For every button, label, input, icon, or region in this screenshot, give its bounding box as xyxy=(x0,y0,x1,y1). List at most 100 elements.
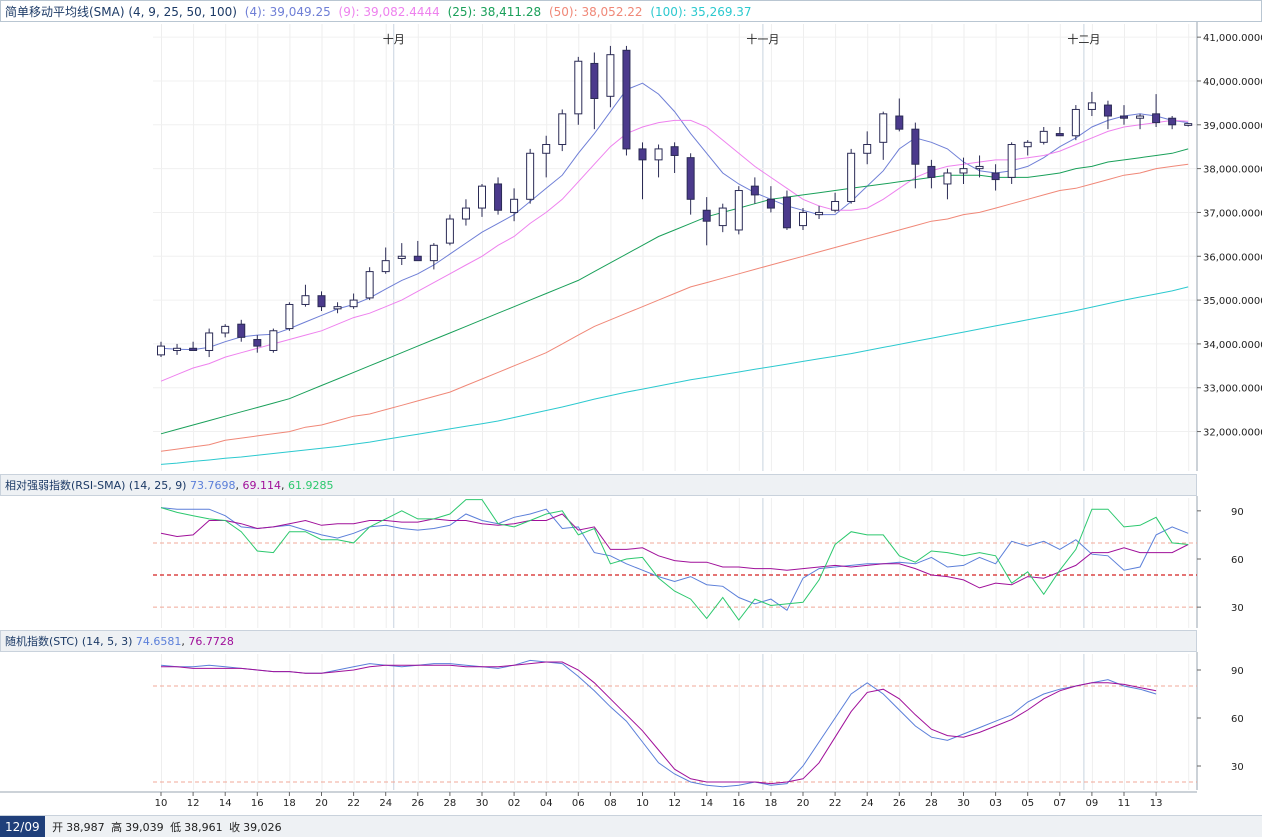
stc-legend: 随机指数(STC) (14, 5, 3) 74.6581, 76.7728 xyxy=(0,630,1197,652)
candle-body xyxy=(975,165,984,170)
candle-body xyxy=(157,345,165,356)
candle-body xyxy=(461,207,470,220)
main-legend: 简单移动平均线(SMA) (4, 9, 25, 50, 100) (4): 39… xyxy=(0,0,1262,22)
candle-body xyxy=(622,49,631,150)
low-value: 38,961 xyxy=(184,821,223,834)
close-label: 收 xyxy=(229,821,241,834)
candle-body xyxy=(429,244,438,262)
x-tick-label: 24 xyxy=(861,798,874,809)
x-tick-label: 12 xyxy=(187,798,200,809)
open-label: 开 xyxy=(52,821,64,834)
x-tick-label: 09 xyxy=(1086,798,1099,809)
candle-body xyxy=(542,144,551,154)
x-tick-label: 10 xyxy=(155,798,168,809)
candle-body xyxy=(590,62,599,99)
candle-body xyxy=(895,115,904,130)
stc-line-2 xyxy=(161,661,1157,785)
candles xyxy=(157,45,1193,358)
candle-body xyxy=(911,128,920,165)
candle-body xyxy=(301,295,310,305)
x-tick-label: 18 xyxy=(283,798,296,809)
status-bar: 12/09 开 38,987 高 39,039 低 38,961 收 39,026 xyxy=(0,815,1262,837)
candle-body xyxy=(1087,102,1096,110)
stc-y-tick-label: 90 xyxy=(1231,666,1244,677)
candle-body xyxy=(365,271,374,299)
y-tick-label: 41,000.0000 xyxy=(1203,33,1262,44)
x-tick-label: 30 xyxy=(957,798,970,809)
candle-body xyxy=(413,255,422,262)
close-value: 39,026 xyxy=(243,821,282,834)
x-tick-label: 03 xyxy=(989,798,1002,809)
x-tick-label: 14 xyxy=(700,798,713,809)
candle-body xyxy=(638,148,647,161)
candle-body xyxy=(381,260,390,273)
candle-body xyxy=(269,330,278,351)
high-value: 39,039 xyxy=(125,821,164,834)
candle-body xyxy=(799,211,807,227)
stc-legend-title: 随机指数(STC) (14, 5, 3) xyxy=(5,635,133,648)
candle-body xyxy=(718,207,727,227)
legend-sma9: (9): 39,082.4444 xyxy=(338,5,440,19)
y-tick-label: 35,000.0000 xyxy=(1203,296,1262,307)
x-tick-label: 28 xyxy=(444,798,457,809)
candle-body xyxy=(173,347,182,351)
high-label: 高 xyxy=(111,821,123,834)
y-tick-label: 40,000.0000 xyxy=(1203,77,1262,88)
candle-body xyxy=(1023,141,1032,148)
sma-line-25 xyxy=(160,148,1189,435)
candle-body xyxy=(397,255,406,259)
rsi-y-tick-label: 60 xyxy=(1231,555,1244,566)
x-tick-label: 16 xyxy=(732,798,745,809)
candle-body xyxy=(253,339,262,347)
candle-body xyxy=(317,295,326,308)
candle-body xyxy=(831,200,840,211)
legend-sma50: (50): 38,052.22 xyxy=(548,5,643,19)
sma-line-9 xyxy=(160,119,1189,382)
stc-line-1 xyxy=(160,659,1157,788)
stc-legend-v1: 74.6581 xyxy=(135,635,182,648)
low-label: 低 xyxy=(170,821,182,834)
candle-body xyxy=(879,113,888,143)
rsi-y-tick-label: 90 xyxy=(1231,507,1244,518)
x-tick-label: 08 xyxy=(604,798,617,809)
candle-body xyxy=(1168,117,1177,126)
candle-body xyxy=(734,190,743,231)
stc-legend-v2: 76.7728 xyxy=(188,635,234,648)
rsi-legend-v3: 61.9285 xyxy=(287,479,334,492)
legend-sma4: (4): 39,049.25 xyxy=(244,5,331,19)
candle-body xyxy=(670,146,679,156)
y-tick-label: 37,000.0000 xyxy=(1203,208,1262,219)
candle-body xyxy=(349,299,358,308)
candle-body xyxy=(510,198,519,213)
rsi-line-2 xyxy=(160,513,1189,589)
x-tick-label: 10 xyxy=(636,798,649,809)
x-tick-label: 22 xyxy=(829,798,842,809)
candle-body xyxy=(606,54,615,97)
x-tick-label: 02 xyxy=(508,798,521,809)
y-tick-label: 33,000.0000 xyxy=(1203,384,1262,395)
legend-sma25: (25): 38,411.28 xyxy=(447,5,542,19)
candle-body xyxy=(1152,113,1161,124)
candle-body xyxy=(959,168,968,174)
month-label: 十月 xyxy=(383,32,405,46)
x-tick-label: 18 xyxy=(765,798,778,809)
candle-body xyxy=(815,211,824,216)
y-tick-label: 32,000.0000 xyxy=(1203,428,1262,439)
x-tick-label: 16 xyxy=(251,798,264,809)
x-tick-label: 14 xyxy=(219,798,232,809)
candle-body xyxy=(1103,104,1112,117)
status-date: 12/09 xyxy=(0,816,45,837)
rsi-line-1 xyxy=(160,507,1189,612)
candle-body xyxy=(750,185,759,196)
candle-body xyxy=(1007,144,1016,178)
candle-body xyxy=(1039,130,1048,143)
x-tick-label: 22 xyxy=(347,798,360,809)
month-label: 十二月 xyxy=(1067,32,1100,46)
y-tick-label: 34,000.0000 xyxy=(1203,340,1262,351)
candle-body xyxy=(927,165,936,178)
candle-body xyxy=(686,157,695,200)
x-tick-label: 13 xyxy=(1150,798,1163,809)
candle-body xyxy=(478,185,486,209)
candle-body xyxy=(847,152,856,202)
main-legend-title: 简单移动平均线(SMA) (4, 9, 25, 50, 100) xyxy=(5,5,237,19)
